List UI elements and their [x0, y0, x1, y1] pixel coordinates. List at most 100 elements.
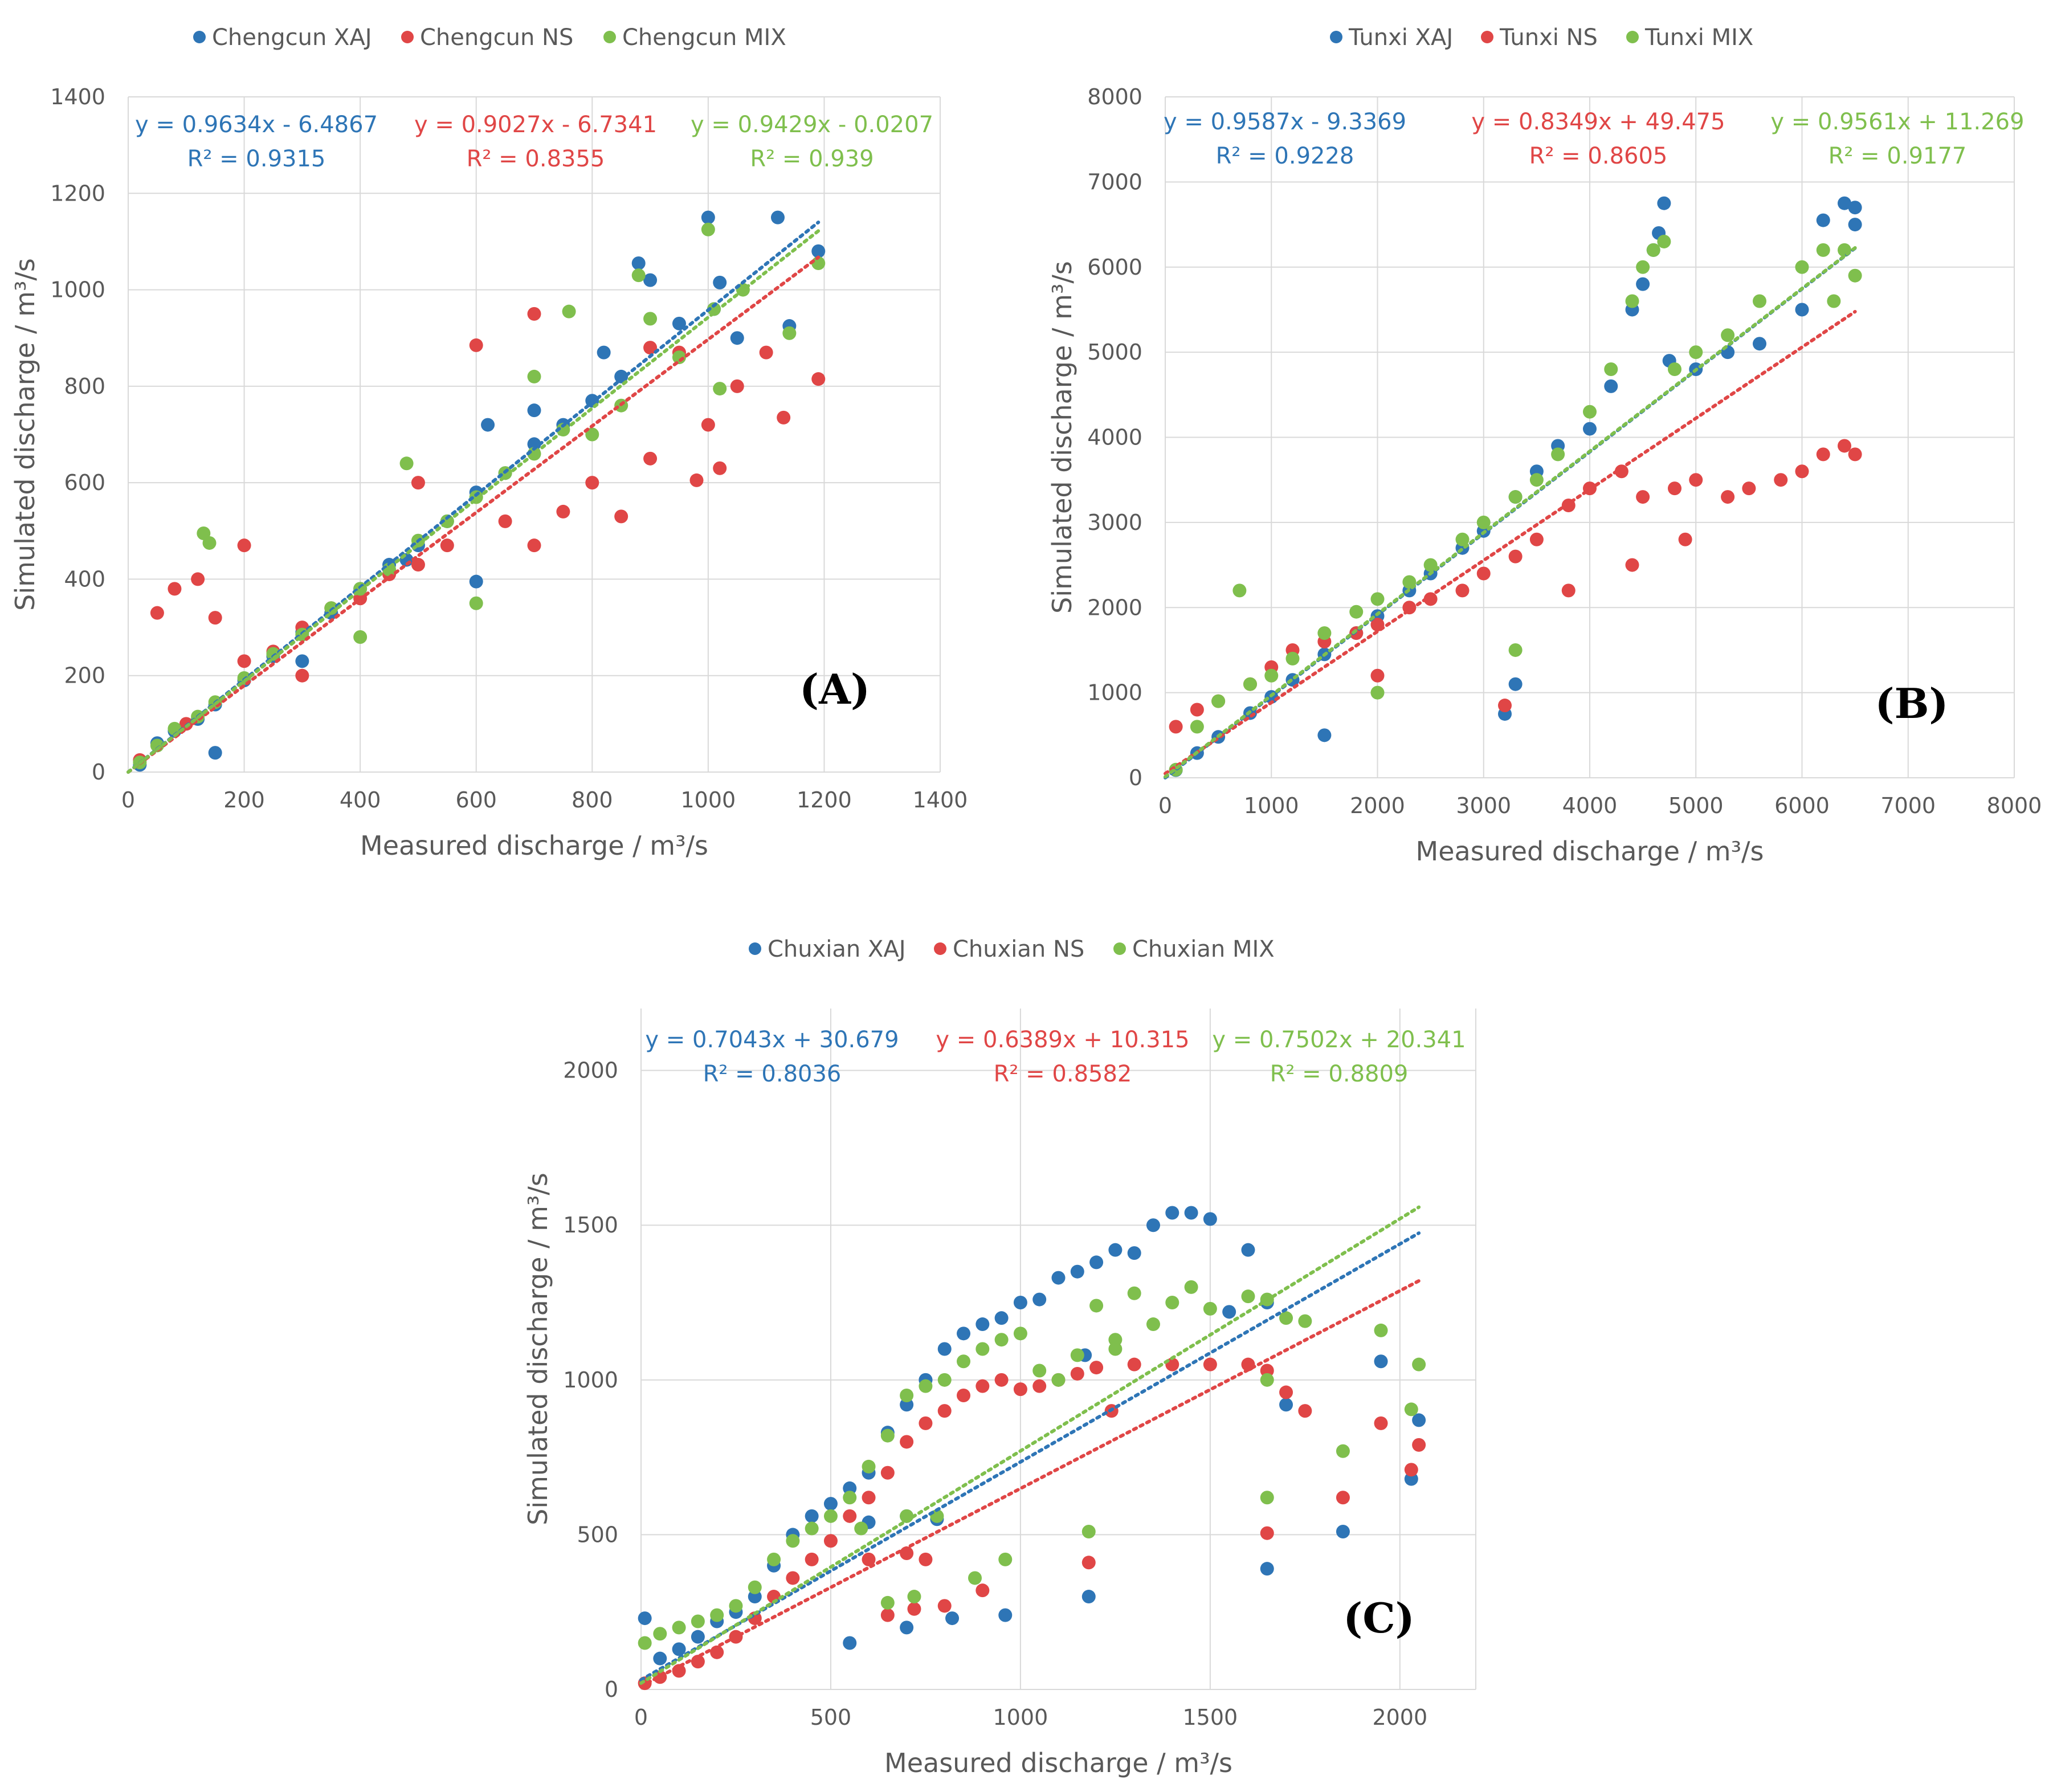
data-point: [1184, 1206, 1198, 1220]
data-point: [919, 1552, 933, 1566]
legend-marker: [401, 31, 414, 43]
data-point: [937, 1599, 952, 1613]
y-tick-label: 400: [64, 566, 105, 591]
data-point: [1279, 1385, 1293, 1399]
r-squared-label: R² = 0.8355: [467, 146, 605, 172]
data-point: [643, 273, 658, 287]
data-point: [1508, 677, 1523, 691]
data-point: [353, 630, 368, 644]
panel-label: (A): [799, 665, 870, 713]
data-point: [440, 538, 454, 553]
y-axis-title: Simulated discharge / m³/s: [10, 258, 40, 611]
data-point: [1184, 1280, 1198, 1294]
data-point: [1370, 592, 1385, 606]
data-point: [880, 1608, 895, 1622]
legend-entry: Tunxi MIX: [1644, 25, 1753, 51]
data-point: [805, 1521, 819, 1536]
data-point: [880, 1428, 895, 1443]
x-tick-label: 1000: [680, 787, 736, 813]
data-point: [556, 504, 570, 519]
data-point: [1211, 694, 1226, 708]
y-tick-label: 1000: [1087, 680, 1142, 705]
legend-marker: [603, 31, 616, 43]
data-point: [1127, 1357, 1141, 1371]
legend-entry: Chengcun MIX: [622, 25, 786, 51]
data-point: [1476, 515, 1491, 529]
data-point: [150, 606, 164, 620]
data-point: [1838, 439, 1851, 453]
data-point: [614, 509, 628, 524]
data-point: [730, 379, 744, 393]
x-axis-title: Measured discharge / m³/s: [1416, 836, 1764, 867]
data-point: [585, 476, 599, 490]
data-point: [811, 256, 826, 271]
data-point: [957, 1388, 971, 1402]
y-tick-label: 1000: [563, 1368, 618, 1393]
data-point: [1285, 651, 1300, 666]
legend-entry: Chuxian NS: [953, 936, 1084, 962]
data-point: [1243, 677, 1257, 691]
data-point: [1774, 473, 1788, 487]
trendline-ns: [639, 1279, 1421, 1688]
trendline-equation: y = 0.7043x + 30.679: [645, 1027, 899, 1053]
data-point: [527, 403, 541, 418]
data-point: [1260, 1526, 1274, 1540]
data-point: [1721, 490, 1735, 504]
y-tick-label: 600: [64, 470, 105, 495]
data-point: [481, 418, 495, 432]
x-tick-label: 4000: [1562, 793, 1618, 818]
data-point: [1032, 1364, 1047, 1378]
data-point: [411, 476, 425, 490]
data-point: [1508, 643, 1523, 657]
data-point: [919, 1379, 933, 1393]
data-point: [1848, 201, 1862, 215]
y-tick-label: 500: [577, 1522, 618, 1547]
y-tick-label: 1000: [50, 277, 105, 303]
data-point: [208, 746, 222, 760]
data-point: [1423, 558, 1438, 572]
data-point: [1604, 362, 1618, 376]
x-tick-label: 5000: [1668, 793, 1724, 818]
x-tick-label: 8000: [1987, 793, 2042, 818]
data-point: [469, 596, 483, 610]
data-point: [1455, 583, 1470, 598]
data-point: [672, 316, 686, 330]
data-point: [1848, 218, 1862, 232]
data-point: [1689, 345, 1703, 360]
trendline-equation: y = 0.9587x - 9.3369: [1164, 109, 1406, 135]
data-point: [1668, 481, 1681, 496]
y-axis-title: Simulated discharge / m³/s: [1047, 261, 1077, 614]
data-point: [689, 473, 704, 487]
data-point: [1848, 268, 1862, 283]
legend-entry: Chuxian MIX: [1132, 936, 1275, 962]
data-point: [1298, 1314, 1312, 1328]
data-point: [730, 331, 744, 345]
data-point: [527, 307, 541, 321]
data-point: [1827, 294, 1841, 308]
x-axis-title: Measured discharge / m³/s: [884, 1748, 1232, 1778]
data-point: [691, 1630, 705, 1644]
data-point: [976, 1342, 990, 1356]
panel-label: (B): [1875, 679, 1949, 728]
data-point: [1668, 362, 1681, 376]
x-tick-label: 3000: [1456, 793, 1511, 818]
data-point: [968, 1571, 982, 1585]
x-tick-label: 0: [1158, 793, 1172, 818]
y-tick-label: 0: [1129, 765, 1142, 790]
data-point: [1529, 532, 1544, 546]
data-point: [672, 350, 686, 365]
data-point: [843, 1491, 857, 1505]
data-point: [1508, 490, 1523, 504]
r-squared-label: R² = 0.8582: [994, 1061, 1132, 1087]
data-point: [469, 574, 483, 589]
data-point: [411, 558, 425, 572]
data-point: [880, 1466, 895, 1480]
r-squared-label: R² = 0.9228: [1216, 143, 1354, 169]
data-point: [1583, 422, 1597, 436]
data-point: [823, 1509, 838, 1523]
chart-b: 0 1000 2000 3000 4000 5000 6000 7000 8000 0 1000 20…: [1047, 25, 2042, 867]
data-point: [1070, 1348, 1084, 1362]
data-point: [638, 1636, 652, 1650]
data-point: [713, 461, 727, 475]
